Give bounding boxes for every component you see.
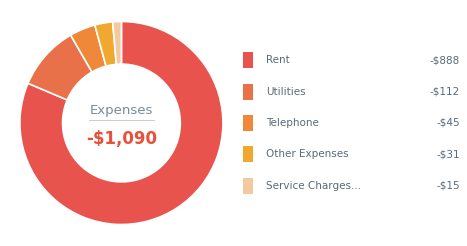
Text: Telephone: Telephone [266,118,319,128]
Text: -$112: -$112 [430,87,460,96]
FancyBboxPatch shape [243,115,253,131]
Wedge shape [71,25,106,72]
Text: -$45: -$45 [436,118,460,128]
FancyBboxPatch shape [243,52,253,68]
Wedge shape [20,21,223,225]
Text: Other Expenses: Other Expenses [266,150,349,159]
FancyBboxPatch shape [243,83,253,99]
Text: -$888: -$888 [430,55,460,65]
Wedge shape [95,22,116,66]
Text: Expenses: Expenses [90,104,153,117]
Text: Rent: Rent [266,55,290,65]
Text: -$31: -$31 [436,150,460,159]
Text: -$15: -$15 [436,181,460,191]
FancyBboxPatch shape [243,178,253,194]
Wedge shape [113,21,121,64]
Text: -$1,090: -$1,090 [86,130,157,148]
Text: Service Charges...: Service Charges... [266,181,361,191]
FancyBboxPatch shape [243,146,253,162]
Wedge shape [28,35,92,100]
Text: Utilities: Utilities [266,87,306,96]
